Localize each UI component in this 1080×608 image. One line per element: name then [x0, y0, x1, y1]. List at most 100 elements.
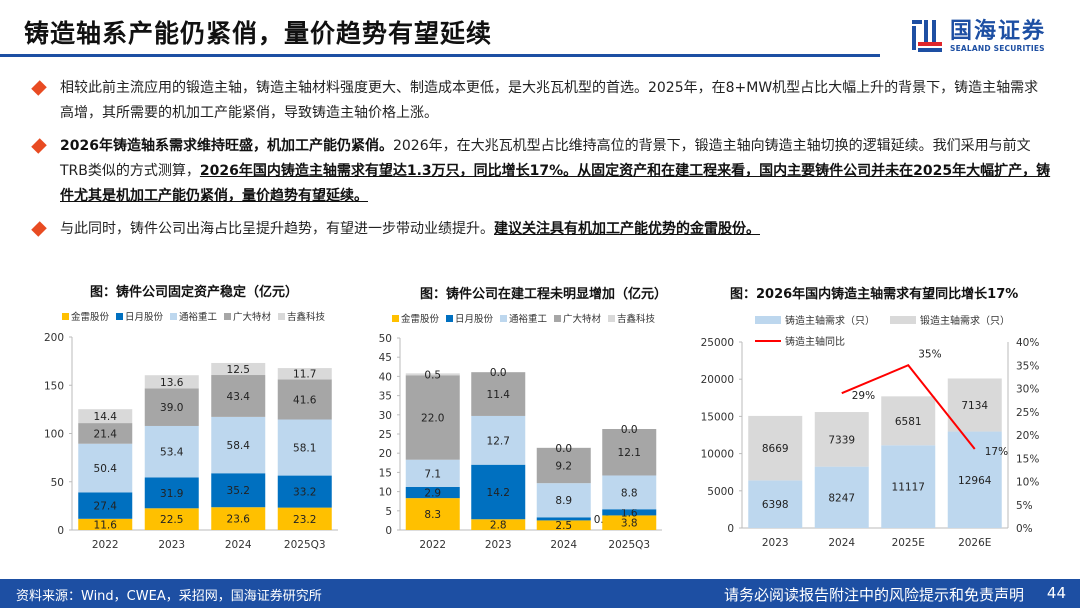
y2-tick-label: 20%	[1016, 430, 1039, 442]
bar-segment	[78, 518, 133, 530]
y-tick-label: 20000	[701, 374, 734, 386]
legend-label: 铸造主轴同比	[785, 335, 845, 348]
bullet-3: 与此同时，铸件公司出海占比呈提升趋势，有望进一步带动业绩提升。建议关注具有机加工…	[31, 217, 1052, 242]
x-tick-label: 2023	[762, 537, 789, 549]
y-tick-label: 0	[727, 523, 734, 535]
y-tick-label: 5000	[707, 486, 734, 498]
x-tick-label: 2024	[550, 539, 577, 551]
legend-swatch	[224, 313, 231, 320]
data-label: 43.4	[227, 391, 251, 403]
page-number: 44	[1046, 584, 1066, 602]
legend-label: 通裕重工	[179, 311, 218, 323]
bar-segment	[211, 362, 266, 376]
y2-tick-label: 35%	[1016, 360, 1039, 372]
bullet-2: 2026年铸造轴系需求维持旺盛，机加工产能仍紧俏。2026年，在大兆瓦机型占比维…	[31, 134, 1052, 209]
bar-segment	[211, 375, 266, 417]
bar-segment	[471, 372, 526, 416]
bar-segment	[602, 429, 657, 476]
logo-text-en: SEALAND SECURITIES	[950, 43, 1045, 53]
data-label: 39.0	[160, 402, 183, 414]
y-tick-label: 10000	[701, 449, 734, 461]
y-tick-label: 15	[379, 467, 392, 479]
legend-swatch	[392, 315, 399, 322]
legend-label: 吉鑫科技	[287, 311, 326, 323]
bar-segment	[211, 473, 266, 508]
source-note: 资料来源：Wind，CWEA，采招网，国海证券研究所	[16, 589, 322, 604]
data-label: 8.8	[621, 487, 638, 499]
x-tick-label: 2026E	[958, 537, 991, 549]
data-label: 50.4	[94, 463, 118, 475]
bar-segment	[405, 375, 460, 460]
data-label: 21.4	[94, 428, 118, 440]
data-label: 11.4	[487, 389, 511, 401]
legend-swatch	[446, 315, 453, 322]
bar-segment	[144, 477, 199, 509]
bar-segment	[78, 443, 133, 493]
y-tick-label: 15000	[701, 411, 734, 423]
legend-swatch	[890, 316, 916, 324]
y-tick-label: 35	[379, 391, 392, 403]
sealand-logo-icon	[912, 20, 942, 52]
bar-segment	[881, 445, 936, 528]
chart3-title: 图：2026年国内铸造主轴需求有望同比增长17%	[730, 287, 1019, 302]
data-label: 12.7	[487, 435, 510, 447]
bar-segment	[471, 519, 526, 530]
bar-segment	[78, 409, 133, 424]
y2-tick-label: 5%	[1016, 500, 1033, 512]
data-label: 14.2	[487, 487, 510, 499]
y-tick-label: 25	[379, 429, 392, 441]
legend-swatch	[608, 315, 615, 322]
legend-label: 广大特材	[563, 313, 602, 325]
data-label: 0.0	[490, 367, 507, 379]
data-label: 2.5	[555, 520, 572, 532]
y-tick-label: 50	[379, 333, 392, 345]
data-label: 27.4	[94, 501, 118, 513]
legend-label: 日月股份	[125, 311, 164, 323]
line-data-label: 29%	[852, 390, 875, 402]
bar-segment	[602, 515, 657, 530]
legend-swatch	[170, 313, 177, 320]
bar-segment	[536, 517, 591, 521]
legend-swatch	[116, 313, 123, 320]
data-label: 11117	[892, 482, 925, 494]
data-label: 41.6	[293, 394, 317, 406]
data-label: 1.6	[621, 507, 638, 519]
y-tick-label: 100	[44, 429, 64, 441]
data-label: 8.9	[555, 495, 572, 507]
legend-swatch	[62, 313, 69, 320]
data-label: 12964	[958, 475, 992, 487]
legend-label: 金雷股份	[71, 311, 110, 323]
x-tick-label: 2022	[92, 539, 119, 551]
bar-segment	[144, 425, 199, 478]
x-tick-label: 2023	[158, 539, 185, 551]
data-label: 23.2	[293, 514, 316, 526]
y-tick-label: 20	[379, 448, 392, 460]
data-label: 2.9	[424, 488, 441, 500]
y-tick-label: 5	[385, 506, 392, 518]
data-label: 9.2	[555, 460, 572, 472]
data-label: 31.9	[160, 488, 183, 500]
data-label: 58.1	[293, 443, 316, 455]
bar-segment	[881, 396, 936, 446]
data-label: 53.4	[160, 447, 184, 459]
bar-segment	[471, 464, 526, 520]
data-label: 7.1	[424, 468, 441, 480]
data-label: 0.0	[555, 443, 572, 455]
data-label: 0.5	[424, 369, 441, 381]
data-label: 33.2	[293, 487, 316, 499]
x-tick-label: 2025E	[892, 537, 925, 549]
logo-text-cn: 国海证券	[950, 18, 1047, 44]
page-title: 铸造轴系产能仍紧俏，量价趋势有望延续	[24, 19, 493, 48]
legend-swatch	[554, 315, 561, 322]
bar-segment	[748, 415, 803, 481]
data-label: 58.4	[227, 440, 251, 452]
legend-label: 吉鑫科技	[617, 313, 656, 325]
y-tick-label: 0	[57, 525, 64, 537]
bar-segment	[536, 447, 591, 484]
bar-segment	[277, 368, 332, 380]
y-tick-label: 50	[51, 477, 64, 489]
bar-segment	[405, 486, 460, 499]
x-tick-label: 2024	[828, 537, 855, 549]
chart2-title: 图：铸件公司在建工程未明显增加（亿元）	[420, 287, 668, 302]
